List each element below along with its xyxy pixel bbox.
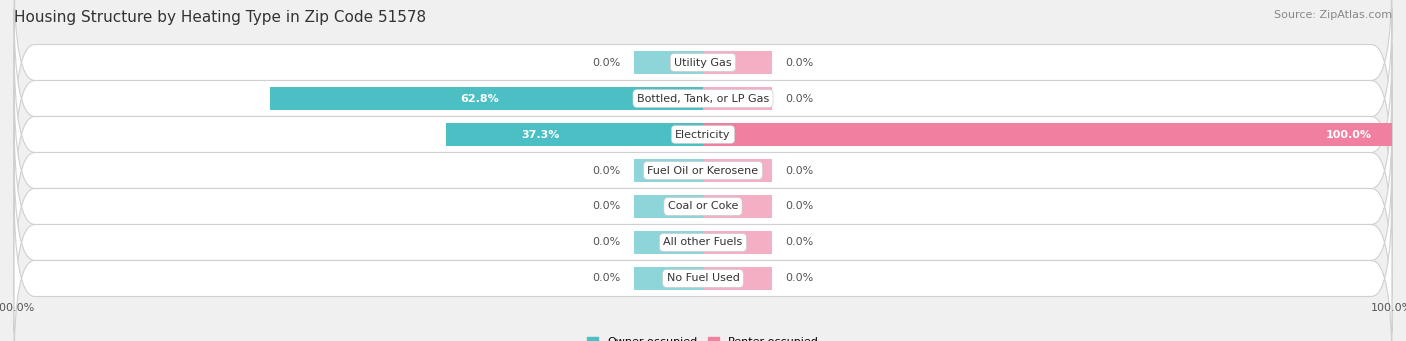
Text: 37.3%: 37.3% xyxy=(520,130,560,139)
Text: Fuel Oil or Kerosene: Fuel Oil or Kerosene xyxy=(647,165,759,176)
FancyBboxPatch shape xyxy=(14,189,1392,341)
Text: 0.0%: 0.0% xyxy=(592,273,620,283)
Bar xyxy=(634,123,703,146)
FancyBboxPatch shape xyxy=(14,80,1392,261)
Text: 0.0%: 0.0% xyxy=(592,58,620,68)
Text: 0.0%: 0.0% xyxy=(786,273,814,283)
Bar xyxy=(270,87,703,110)
Bar xyxy=(634,267,703,290)
Bar xyxy=(703,123,1392,146)
FancyBboxPatch shape xyxy=(14,45,1392,224)
FancyBboxPatch shape xyxy=(14,152,1392,332)
Bar xyxy=(634,195,703,218)
Text: Bottled, Tank, or LP Gas: Bottled, Tank, or LP Gas xyxy=(637,93,769,104)
Legend: Owner-occupied, Renter-occupied: Owner-occupied, Renter-occupied xyxy=(582,332,824,341)
Bar xyxy=(703,51,772,74)
Bar xyxy=(634,159,703,182)
Bar xyxy=(703,87,772,110)
Bar xyxy=(634,231,703,254)
Text: No Fuel Used: No Fuel Used xyxy=(666,273,740,283)
Bar xyxy=(703,231,772,254)
Bar xyxy=(634,87,703,110)
Text: 0.0%: 0.0% xyxy=(592,237,620,248)
Bar xyxy=(703,123,772,146)
FancyBboxPatch shape xyxy=(14,0,1392,152)
Bar xyxy=(634,51,703,74)
Text: 0.0%: 0.0% xyxy=(786,93,814,104)
Text: 100.0%: 100.0% xyxy=(1326,130,1371,139)
Bar xyxy=(446,123,703,146)
Bar xyxy=(703,267,772,290)
Text: 0.0%: 0.0% xyxy=(786,237,814,248)
Text: 0.0%: 0.0% xyxy=(592,202,620,211)
Text: Source: ZipAtlas.com: Source: ZipAtlas.com xyxy=(1274,10,1392,20)
Text: Electricity: Electricity xyxy=(675,130,731,139)
Text: All other Fuels: All other Fuels xyxy=(664,237,742,248)
Bar xyxy=(703,159,772,182)
Text: 0.0%: 0.0% xyxy=(786,165,814,176)
Text: 62.8%: 62.8% xyxy=(460,93,499,104)
Text: Housing Structure by Heating Type in Zip Code 51578: Housing Structure by Heating Type in Zip… xyxy=(14,10,426,25)
Bar xyxy=(703,195,772,218)
Text: 0.0%: 0.0% xyxy=(786,202,814,211)
Text: 0.0%: 0.0% xyxy=(592,165,620,176)
Text: Coal or Coke: Coal or Coke xyxy=(668,202,738,211)
Text: Utility Gas: Utility Gas xyxy=(675,58,731,68)
Text: 0.0%: 0.0% xyxy=(786,58,814,68)
FancyBboxPatch shape xyxy=(14,9,1392,189)
FancyBboxPatch shape xyxy=(14,117,1392,296)
